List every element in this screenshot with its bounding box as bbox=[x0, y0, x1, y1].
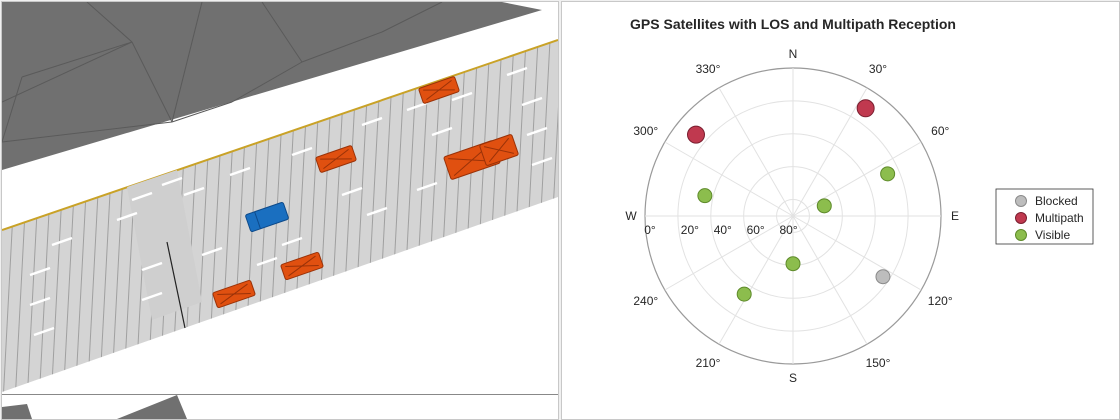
lane-dash bbox=[521, 96, 543, 107]
compass-label-W: W bbox=[625, 209, 637, 223]
satellite-visible bbox=[880, 166, 896, 182]
lane-dash bbox=[256, 256, 278, 267]
azimuth-tick-label: 120° bbox=[928, 294, 953, 308]
other-vehicle bbox=[418, 76, 460, 104]
satellite-multipath bbox=[856, 99, 875, 118]
legend-marker-visible bbox=[1015, 229, 1027, 241]
legend-label-visible: Visible bbox=[1035, 228, 1070, 242]
scene-view-panel bbox=[1, 1, 559, 420]
azimuth-spoke bbox=[718, 215, 794, 345]
elevation-tick-label: 20° bbox=[681, 223, 699, 237]
compass-label-S: S bbox=[789, 371, 797, 385]
azimuth-spoke bbox=[664, 141, 794, 217]
lane-dash bbox=[416, 181, 438, 192]
lane-dash bbox=[141, 291, 163, 302]
lane-dash bbox=[29, 266, 51, 277]
azimuth-tick-label: 150° bbox=[866, 356, 891, 370]
lane-dash bbox=[161, 176, 183, 187]
compass-label-N: N bbox=[789, 47, 798, 61]
other-vehicle bbox=[280, 251, 324, 281]
building-bottom-left bbox=[2, 404, 32, 419]
stop-line bbox=[166, 241, 186, 329]
lane-dash bbox=[183, 186, 205, 197]
azimuth-spoke bbox=[792, 215, 868, 345]
lane-dash bbox=[201, 246, 223, 257]
curb-line bbox=[2, 39, 558, 231]
scene-view bbox=[2, 2, 558, 419]
road-edge bbox=[2, 394, 558, 395]
elevation-tick-label: 80° bbox=[779, 223, 797, 237]
azimuth-spoke bbox=[792, 141, 922, 217]
azimuth-tick-label: 240° bbox=[633, 294, 658, 308]
azimuth-spoke bbox=[792, 215, 922, 291]
crosswalk-area bbox=[127, 170, 202, 320]
building-bottom bbox=[117, 395, 187, 419]
lane-dash bbox=[51, 236, 73, 247]
skyplot-panel: GPS Satellites with LOS and Multipath Re… bbox=[561, 1, 1120, 420]
elevation-tick-label: 0° bbox=[644, 223, 656, 237]
skyplot: GPS Satellites with LOS and Multipath Re… bbox=[625, 16, 1094, 385]
satellite-visible bbox=[816, 198, 832, 214]
lane-dash bbox=[431, 126, 453, 137]
azimuth-spoke bbox=[792, 87, 868, 217]
other-vehicle bbox=[479, 134, 519, 166]
other-vehicles bbox=[212, 76, 519, 309]
lane-dash bbox=[291, 146, 313, 157]
legend: Blocked Multipath Visible bbox=[995, 188, 1094, 245]
lane-dash bbox=[116, 211, 138, 222]
elevation-tick-label: 60° bbox=[747, 223, 765, 237]
compass-label-E: E bbox=[951, 209, 959, 223]
azimuth-tick-label: 330° bbox=[696, 62, 721, 76]
lane-dash bbox=[506, 66, 528, 77]
azimuth-tick-label: 30° bbox=[869, 62, 887, 76]
satellite-visible bbox=[697, 188, 713, 204]
other-vehicle bbox=[212, 279, 256, 309]
lane-dash bbox=[366, 206, 388, 217]
satellite-multipath bbox=[687, 125, 706, 144]
satellite-visible bbox=[785, 256, 801, 272]
azimuth-tick-label: 300° bbox=[633, 124, 658, 138]
lane-dash bbox=[406, 101, 428, 112]
legend-marker-multipath bbox=[1015, 212, 1027, 224]
azimuth-spoke bbox=[718, 87, 794, 217]
legend-label-multipath: Multipath bbox=[1035, 211, 1084, 225]
lane-markings bbox=[29, 66, 553, 337]
satellite-markers bbox=[687, 99, 896, 302]
other-vehicle bbox=[315, 145, 357, 173]
satellite-blocked bbox=[875, 269, 891, 285]
lane-dash bbox=[451, 91, 473, 102]
polar-labels: N E S W 30° 60° 120° 150° 210° 240° 300° 330° 0° 20° 4… bbox=[625, 47, 959, 385]
legend-marker-blocked bbox=[1015, 195, 1027, 207]
lane-dash bbox=[341, 186, 363, 197]
lane-dash bbox=[141, 261, 163, 272]
lane-dash bbox=[33, 326, 55, 337]
lane-dash bbox=[229, 166, 251, 177]
ego-vehicle bbox=[245, 202, 289, 232]
elevation-tick-label: 40° bbox=[714, 223, 732, 237]
lane-dash bbox=[531, 156, 553, 167]
lane-dash bbox=[131, 191, 153, 202]
polar-grid bbox=[644, 67, 942, 365]
lane-dash bbox=[29, 296, 51, 307]
legend-box bbox=[995, 188, 1094, 245]
lane-dash bbox=[361, 116, 383, 127]
building-top bbox=[2, 2, 542, 170]
lane-dash bbox=[526, 126, 548, 137]
satellite-visible bbox=[736, 286, 752, 302]
lane-dash bbox=[281, 236, 303, 247]
building-facets bbox=[2, 2, 443, 143]
azimuth-tick-label: 210° bbox=[696, 356, 721, 370]
chart-title: GPS Satellites with LOS and Multipath Re… bbox=[630, 16, 956, 32]
azimuth-tick-label: 60° bbox=[931, 124, 949, 138]
legend-label-blocked: Blocked bbox=[1035, 194, 1078, 208]
azimuth-spoke bbox=[664, 215, 794, 291]
lane-dash bbox=[241, 306, 263, 317]
